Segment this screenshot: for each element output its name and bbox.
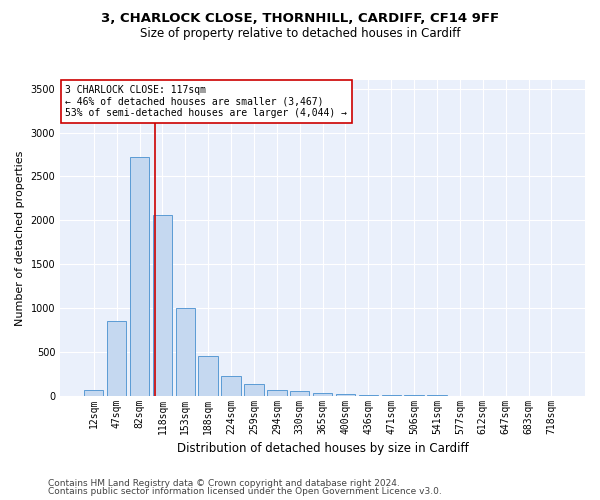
Bar: [107, 321, 127, 396]
Bar: [267, 390, 287, 396]
Bar: [244, 384, 263, 396]
Bar: [221, 376, 241, 396]
Bar: [152, 215, 172, 396]
Text: 3 CHARLOCK CLOSE: 117sqm
← 46% of detached houses are smaller (3,467)
53% of sem: 3 CHARLOCK CLOSE: 117sqm ← 46% of detach…: [65, 84, 347, 118]
Bar: [199, 356, 218, 396]
Bar: [359, 395, 378, 396]
Bar: [130, 157, 149, 396]
Bar: [176, 308, 195, 396]
Bar: [84, 390, 103, 396]
Bar: [336, 394, 355, 396]
X-axis label: Distribution of detached houses by size in Cardiff: Distribution of detached houses by size …: [177, 442, 469, 455]
Bar: [290, 392, 310, 396]
Y-axis label: Number of detached properties: Number of detached properties: [15, 150, 25, 326]
Text: Contains public sector information licensed under the Open Government Licence v3: Contains public sector information licen…: [48, 487, 442, 496]
Bar: [313, 393, 332, 396]
Text: 3, CHARLOCK CLOSE, THORNHILL, CARDIFF, CF14 9FF: 3, CHARLOCK CLOSE, THORNHILL, CARDIFF, C…: [101, 12, 499, 26]
Text: Size of property relative to detached houses in Cardiff: Size of property relative to detached ho…: [140, 28, 460, 40]
Text: Contains HM Land Registry data © Crown copyright and database right 2024.: Contains HM Land Registry data © Crown c…: [48, 478, 400, 488]
